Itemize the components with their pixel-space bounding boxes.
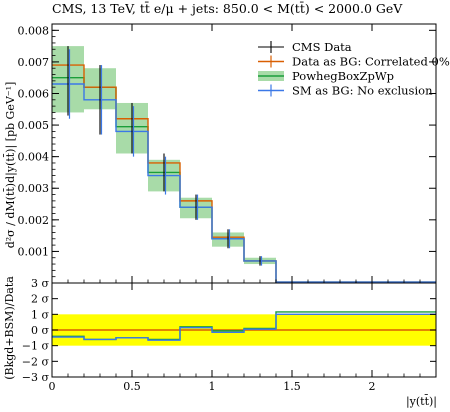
ratio-ytick-label: −1 σ	[22, 340, 50, 353]
main-ytick-label: 0.002	[18, 214, 50, 227]
legend-entry: CMS Data	[292, 40, 352, 54]
ratio-xtick-label: 1	[209, 380, 216, 393]
main-ytick-label: 0.001	[18, 245, 50, 258]
ratio-xtick-label: 1.5	[283, 380, 301, 393]
ratio-ytick-label: −2 σ	[22, 355, 50, 368]
ratio-ytick-label: 1 σ	[31, 308, 49, 321]
chart-title: CMS, 13 TeV, tt̄ e/μ + jets: 850.0 < M(t…	[52, 0, 403, 16]
main-ytick-label: 0.007	[18, 56, 50, 69]
main-ytick-label: 0.004	[18, 151, 50, 164]
ratio-xlabel: |y(tt̄)|	[406, 395, 437, 409]
sm-as-bg-line	[52, 83, 436, 283]
ratio-panel: −3 σ −2 σ −1 σ 0 σ 1 σ 2 σ 3 σ 0 0.5 1 1.5 2	[22, 277, 437, 393]
ratio-ytick-label: 3 σ	[31, 277, 49, 290]
ratio-xtick-label: 0	[49, 380, 56, 393]
legend-entry: Data as BG: Correlated 0%	[292, 55, 450, 69]
ratio-ytick-label: 2 σ	[31, 293, 49, 306]
legend-entry: SM as BG: No exclusion	[292, 84, 433, 98]
main-ytick-label: 0.005	[18, 119, 50, 132]
main-ytick-label: 0.006	[18, 87, 50, 100]
main-panel: 0.001 0.002 0.003 0.004 0.005 0.006 0.007 0.008	[18, 23, 437, 284]
main-ylabel: d²σ / dM(tt̄)d|y(tt̄)| [pb GeV⁻¹]	[4, 82, 18, 249]
main-ytick-label: 0.008	[18, 24, 50, 37]
ratio-ytick-label: 0 σ	[31, 324, 49, 337]
ratio-ytick-label: −3 σ	[22, 371, 50, 384]
ratio-xtick-label: 2	[369, 380, 376, 393]
ratio-sm-as-bg-line	[52, 313, 436, 341]
main-ytick-label: 0.003	[18, 182, 50, 195]
ratio-ylabel: (Bkgd+BSM)/Data	[3, 276, 16, 380]
legend-entry: PowhegBoxZpWp	[292, 69, 394, 83]
ratio-xtick-label: 0.5	[123, 380, 141, 393]
